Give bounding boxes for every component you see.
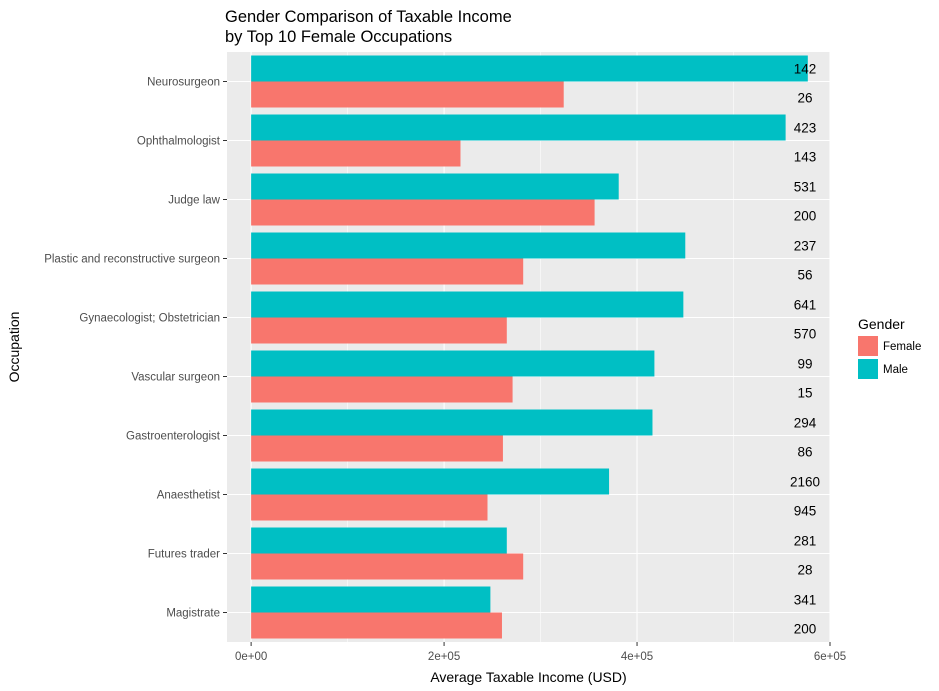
count-label-female: 200 <box>794 622 817 637</box>
y-axis-ticks: Neurosurgeon Ophthalmologist Judge law Plas… <box>44 77 227 620</box>
count-label-male: 99 <box>797 357 812 372</box>
count-label-female: 200 <box>794 209 817 224</box>
legend-key-male <box>858 359 878 379</box>
y-tick-label: Judge law <box>168 195 220 207</box>
y-tick-label: Futures trader <box>148 549 220 561</box>
bar-female <box>251 612 502 639</box>
bar-male <box>251 409 653 436</box>
count-label-male: 641 <box>794 298 817 313</box>
y-tick-label: Gynaecologist; Obstetrician <box>79 313 220 325</box>
x-axis-ticks: 0e+00 2e+05 4e+05 6e+05 <box>235 642 846 663</box>
x-tick-label: 2e+05 <box>428 651 460 663</box>
count-label-female: 86 <box>797 445 812 460</box>
bar-male <box>251 468 610 495</box>
bar-female <box>251 435 503 462</box>
count-label-female: 56 <box>797 268 812 283</box>
y-axis-title: Occupation <box>6 312 22 383</box>
bar-female <box>251 494 488 521</box>
y-tick-label: Neurosurgeon <box>147 77 220 89</box>
bar-female <box>251 258 524 285</box>
bar-female <box>251 81 564 108</box>
count-label-male: 281 <box>794 534 817 549</box>
bar-male <box>251 350 655 377</box>
chart-title: Gender Comparison of Taxable Income by T… <box>225 8 516 46</box>
bar-female <box>251 317 507 344</box>
count-label-female: 945 <box>794 504 817 519</box>
y-tick-label: Vascular surgeon <box>131 372 220 384</box>
count-label-female: 28 <box>797 563 812 578</box>
bar-male <box>251 586 491 613</box>
y-tick-label: Anaesthetist <box>157 490 221 502</box>
count-label-female: 570 <box>794 327 817 342</box>
legend-title: Gender <box>858 316 905 332</box>
count-label-male: 531 <box>794 180 817 195</box>
count-label-male: 294 <box>794 416 817 431</box>
bar-female <box>251 140 461 167</box>
count-label-male: 2160 <box>790 475 820 490</box>
bar-female <box>251 553 524 580</box>
count-label-female: 15 <box>797 386 812 401</box>
x-tick-label: 4e+05 <box>621 651 653 663</box>
count-label-female: 143 <box>794 150 817 165</box>
chart-title-line-1: Gender Comparison of Taxable Income <box>225 8 512 26</box>
chart-title-line-2: by Top 10 Female Occupations <box>225 28 452 46</box>
bar-male <box>251 527 507 554</box>
y-tick-label: Plastic and reconstructive surgeon <box>44 254 220 266</box>
count-label-male: 142 <box>794 62 817 77</box>
count-labels: 142 26 423 143 531 200 237 56 641 570 99 15 294 86 216… <box>790 62 820 637</box>
bar-female <box>251 376 513 403</box>
x-tick-label: 6e+05 <box>814 651 846 663</box>
bar-male <box>251 291 684 318</box>
bar-male <box>251 232 686 259</box>
count-label-male: 341 <box>794 593 817 608</box>
bar-male <box>251 173 619 200</box>
legend-key-female <box>858 336 878 356</box>
legend-label-female: Female <box>883 341 921 353</box>
count-label-male: 237 <box>794 239 817 254</box>
x-axis-title: Average Taxable Income (USD) <box>430 669 626 685</box>
y-tick-label: Magistrate <box>166 608 220 620</box>
y-tick-label: Ophthalmologist <box>137 136 221 148</box>
x-tick-label: 0e+00 <box>235 651 267 663</box>
y-tick-label: Gastroenterologist <box>126 431 221 443</box>
legend: Gender Female Male <box>858 316 921 379</box>
count-label-female: 26 <box>797 91 812 106</box>
bar-male <box>251 55 808 82</box>
bar-male <box>251 114 786 141</box>
legend-label-male: Male <box>883 364 908 376</box>
bar-female <box>251 199 595 226</box>
count-label-male: 423 <box>794 121 817 136</box>
bars <box>251 55 808 639</box>
